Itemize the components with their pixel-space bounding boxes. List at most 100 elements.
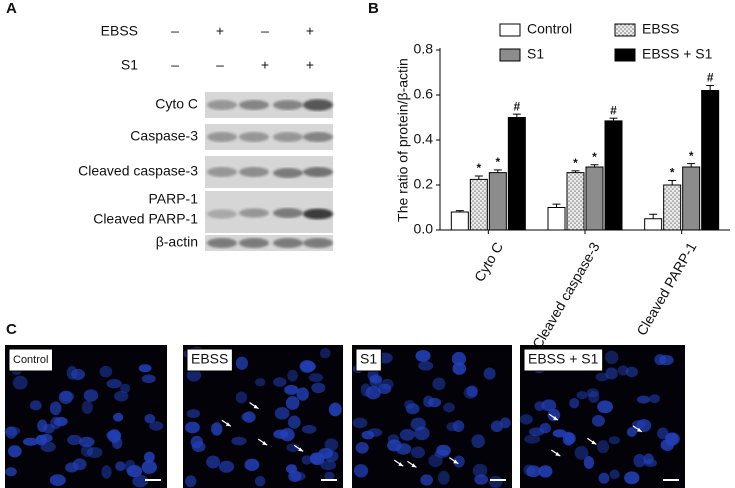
micrograph: EBSS xyxy=(183,345,343,488)
nucleus xyxy=(12,375,28,390)
micrograph: Control xyxy=(4,345,167,488)
condition-sign: – xyxy=(261,23,269,39)
nucleus xyxy=(288,470,302,482)
condition-label: EBSS xyxy=(101,23,138,39)
nucleus xyxy=(101,465,112,479)
nucleus xyxy=(654,354,666,366)
nucleus xyxy=(186,369,202,382)
nucleus xyxy=(143,451,155,463)
blot-band xyxy=(303,167,333,177)
nucleus xyxy=(490,420,503,433)
nucleus xyxy=(274,407,290,420)
bar xyxy=(644,218,663,231)
panel-label: C xyxy=(6,321,17,338)
nucleus xyxy=(206,455,221,469)
arrow-head xyxy=(262,441,268,446)
protein-label: Cleaved PARP-1 xyxy=(93,211,198,227)
condition-sign: – xyxy=(171,23,179,39)
legend-swatch xyxy=(499,48,521,62)
nucleus xyxy=(588,391,600,403)
nucleus xyxy=(218,460,235,473)
nucleus xyxy=(474,474,489,485)
micrograph: EBSS + S1 xyxy=(519,345,685,488)
nucleus xyxy=(99,365,113,378)
nucleus xyxy=(240,412,252,421)
nucleus xyxy=(631,420,646,429)
protein-label: Cleaved caspase-3 xyxy=(78,163,198,179)
blot-band xyxy=(273,132,303,142)
nucleus xyxy=(185,421,200,434)
nucleus xyxy=(415,349,431,362)
arrow-head xyxy=(298,447,304,452)
blot-band xyxy=(273,238,303,248)
nucleus xyxy=(633,453,646,468)
nucleus xyxy=(242,411,256,423)
nucleus xyxy=(466,385,478,398)
nucleus xyxy=(586,388,599,398)
nucleus xyxy=(598,472,610,484)
nucleus xyxy=(301,455,312,465)
significance-mark: * xyxy=(476,161,481,175)
nucleus xyxy=(488,475,503,488)
nucleus xyxy=(428,454,443,468)
nucleus xyxy=(106,379,122,389)
nucleus xyxy=(107,429,122,443)
bar xyxy=(604,120,623,231)
protein-label: Caspase-3 xyxy=(130,128,198,144)
nucleus xyxy=(353,464,369,478)
y-tick-label: 0.0 xyxy=(414,221,434,237)
nucleus xyxy=(49,401,62,416)
nucleus xyxy=(500,417,511,429)
nucleus xyxy=(319,347,331,359)
nucleus xyxy=(452,362,467,375)
nucleus xyxy=(576,391,588,400)
bar xyxy=(450,211,469,231)
legend-label: EBSS + S1 xyxy=(642,46,713,62)
nucleus xyxy=(5,467,17,477)
nucleus xyxy=(311,382,326,394)
nucleus xyxy=(453,455,465,468)
blot-band xyxy=(239,208,269,218)
x-tick-label: Cleaved caspase-3 xyxy=(529,239,603,351)
nucleus xyxy=(665,432,681,446)
nucleus xyxy=(287,369,298,382)
y-axis-title: The ratio of protein/β-actin xyxy=(395,58,411,222)
nucleus xyxy=(78,436,95,448)
bar xyxy=(566,172,585,231)
bar xyxy=(682,166,701,231)
blot-band xyxy=(207,100,237,110)
bar xyxy=(547,207,566,231)
nucleus xyxy=(423,395,434,408)
nucleus xyxy=(191,441,206,453)
y-tick-label: 0.2 xyxy=(414,176,434,192)
blot-band xyxy=(273,168,303,178)
nucleus xyxy=(643,458,658,467)
nucleus xyxy=(617,365,629,376)
nucleus xyxy=(649,394,660,404)
nucleus xyxy=(141,460,157,474)
condition-sign: – xyxy=(171,57,179,73)
nucleus xyxy=(309,452,325,466)
arrow-head xyxy=(555,451,561,456)
nucleus xyxy=(463,386,478,399)
significance-mark: * xyxy=(573,156,578,170)
nucleus xyxy=(255,378,266,387)
image-label-box xyxy=(186,348,233,372)
arrow-head xyxy=(636,427,642,432)
nucleus xyxy=(81,400,93,415)
nucleus xyxy=(405,403,420,415)
blot-band xyxy=(303,132,333,142)
bar xyxy=(585,166,604,231)
arrow-head xyxy=(398,462,404,467)
image-label: EBSS + S1 xyxy=(528,351,599,367)
nucleus xyxy=(471,434,485,448)
legend-label: S1 xyxy=(527,46,544,62)
nucleus xyxy=(186,409,201,419)
nucleus xyxy=(524,434,541,444)
nucleus xyxy=(83,389,99,402)
nucleus xyxy=(285,396,300,410)
image-label-box xyxy=(8,348,53,372)
nucleus xyxy=(4,426,21,436)
y-tick-label: 0.8 xyxy=(414,41,434,57)
